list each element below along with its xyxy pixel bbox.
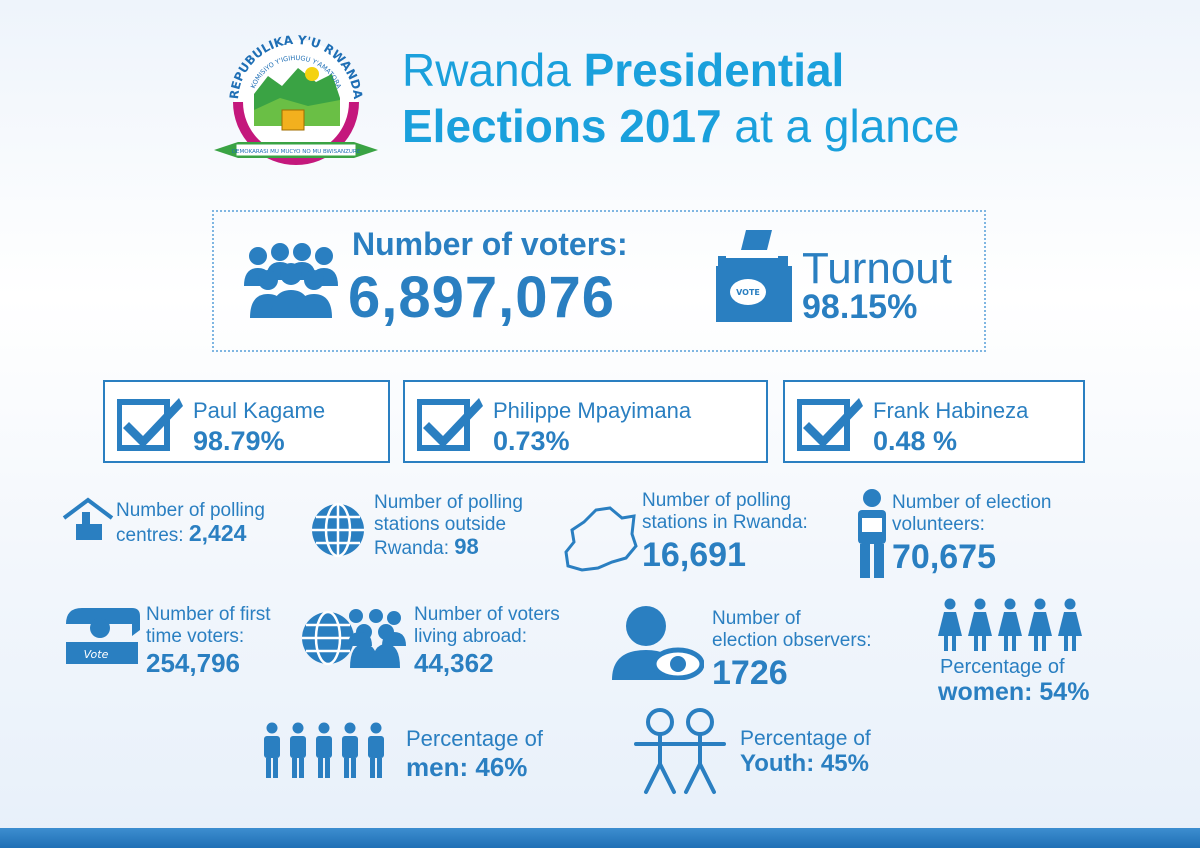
title-line1-bold: Presidential <box>583 44 845 96</box>
men-icon <box>262 722 392 785</box>
candidate-name: Frank Habineza <box>873 398 1029 423</box>
observers-line1: Number of <box>712 608 801 629</box>
youth-stat: Youth: 45% <box>740 750 869 778</box>
polling-centres-line1: Number of polling <box>116 500 265 521</box>
title-line2-bold: Elections 2017 <box>402 100 722 152</box>
stations-rwanda-value: 16,691 <box>642 536 746 574</box>
seal-ribbon-text: DEMOKARASI MU MUCYO NO MU BWISANZURE <box>232 149 361 155</box>
stations-outside-stat: Number of polling stations outside Rwand… <box>374 492 523 560</box>
volunteers-line2: volunteers: <box>892 514 985 535</box>
page-title: Rwanda Presidential Elections 2017 at a … <box>402 42 1102 154</box>
abroad-line1: Number of voters <box>414 604 560 625</box>
stations-rwanda-line2: stations in Rwanda: <box>642 512 808 533</box>
volunteers-value: 70,675 <box>892 538 996 576</box>
first-time-line1: Number of first <box>146 604 271 625</box>
turnout-value: 98.15% <box>802 288 918 326</box>
candidate-name: Paul Kagame <box>193 398 326 423</box>
ballot-box-icon: VOTE <box>712 226 792 331</box>
stations-outside-line3: Rwanda: <box>374 538 449 559</box>
key-stats-box <box>212 210 986 352</box>
voters-abroad-stat: Number of voters living abroad: <box>414 604 560 648</box>
women-value: 54% <box>1039 678 1090 706</box>
polling-centres-value: 2,424 <box>188 520 247 546</box>
youth-line1: Percentage of <box>740 727 871 750</box>
first-time-voters-stat: Number of first time voters: <box>146 604 271 648</box>
women-stat: women: 54% <box>938 678 1089 707</box>
volunteers-line1: Number of election <box>892 492 1052 513</box>
checkbox-icon <box>117 398 183 451</box>
footer-bar <box>0 828 1200 848</box>
turnout-label: Turnout <box>802 244 953 293</box>
first-time-line2: time voters: <box>146 626 245 647</box>
checkbox-icon <box>417 398 483 451</box>
abroad-line2: living abroad: <box>414 626 528 647</box>
men-value: 46% <box>475 752 528 782</box>
candidate-box-paul-kagame: Paul Kagame 98.79% <box>103 380 390 463</box>
youth-value: 45% <box>820 750 869 777</box>
candidate-name: Philippe Mpayimana <box>493 398 692 423</box>
globe-icon <box>308 500 368 565</box>
stations-rwanda-line1: Number of polling <box>642 490 791 511</box>
observers-line2: election observers: <box>712 630 872 651</box>
youth-label: Youth: <box>740 750 815 777</box>
abroad-value: 44,362 <box>414 648 494 678</box>
rwanda-map-icon <box>562 506 638 577</box>
polling-centres-line2: centres: <box>116 525 184 546</box>
stations-rwanda-stat: Number of polling stations in Rwanda: <box>642 490 808 534</box>
stations-outside-line1: Number of polling <box>374 492 523 513</box>
stations-outside-line2: stations outside <box>374 514 507 535</box>
first-time-voter-icon: Vote <box>62 604 144 671</box>
polling-centre-icon <box>62 496 114 547</box>
women-line1: Percentage of <box>940 656 1065 678</box>
ballot-vote-text: VOTE <box>736 288 760 297</box>
title-line1-regular: Rwanda <box>402 44 584 96</box>
candidate-box-philippe-mpayimana: Philippe Mpayimana 0.73% <box>403 380 768 463</box>
candidate-percentage: 0.48 % <box>873 426 958 456</box>
voters-label: Number of voters: <box>352 226 628 262</box>
observers-stat: Number of election observers: <box>712 608 871 652</box>
voters-value: 6,897,076 <box>348 265 616 330</box>
youth-icon <box>630 706 730 801</box>
crowd-icon <box>236 240 346 325</box>
observer-icon <box>612 604 705 685</box>
first-time-value: 254,796 <box>146 648 240 678</box>
observers-value: 1726 <box>712 654 788 692</box>
voters-abroad-icon <box>298 606 408 675</box>
checkbox-icon <box>797 398 863 451</box>
men-label: men: <box>406 752 469 782</box>
volunteer-icon <box>854 488 890 585</box>
candidate-box-frank-habineza: Frank Habineza 0.48 % <box>783 380 1085 463</box>
women-icon <box>938 598 1086 657</box>
candidate-percentage: 98.79% <box>193 426 285 456</box>
candidate-percentage: 0.73% <box>493 426 570 456</box>
first-time-vote-text: Vote <box>84 648 109 661</box>
title-line2-regular: at a glance <box>721 100 960 152</box>
volunteers-stat: Number of election volunteers: <box>892 492 1051 536</box>
women-label: women: <box>938 678 1033 706</box>
election-commission-seal: REPUBULIKA Y'U RWANDA KOMISIYO Y'IGIHUGU… <box>208 22 383 174</box>
men-line1: Percentage of <box>406 726 543 751</box>
polling-centres-stat: Number of polling centres: 2,424 <box>116 500 265 547</box>
stations-outside-value: 98 <box>454 534 479 559</box>
men-stat: men: 46% <box>406 752 527 783</box>
